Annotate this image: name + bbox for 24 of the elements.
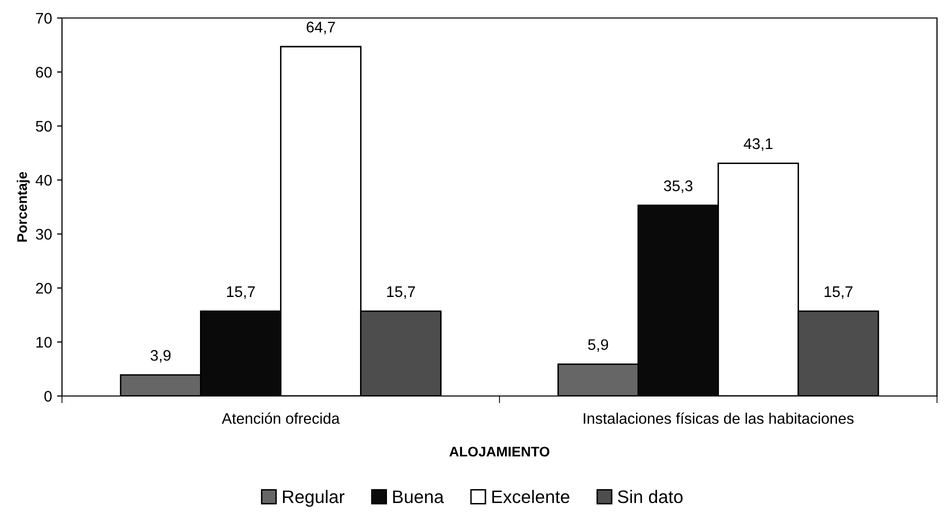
y-tick-label: 30 — [36, 228, 52, 240]
legend-label: Excelente — [492, 490, 570, 504]
data-label: 64,7 — [306, 22, 335, 34]
data-label: 15,7 — [227, 286, 255, 299]
x-tick-label: Instalaciones físicas de las habitaciones — [584, 412, 854, 424]
data-label: 43,1 — [744, 138, 772, 151]
data-label: 35,3 — [664, 180, 692, 194]
y-tick-label: 70 — [36, 12, 52, 24]
data-label: 15,7 — [387, 286, 415, 299]
data-label: 3,9 — [150, 350, 171, 363]
y-axis-title: Porcentaje — [16, 172, 30, 242]
legend-label: Buena — [393, 490, 444, 504]
y-tick-label: 40 — [36, 174, 52, 186]
x-axis-title: ALOJAMIENTO — [449, 446, 550, 457]
legend-label: Sin dato — [618, 490, 683, 504]
x-tick-label: Atención ofrecida — [222, 412, 340, 424]
data-label: 15,7 — [824, 286, 852, 299]
y-tick-label: 10 — [36, 336, 52, 348]
y-tick-label: 50 — [36, 120, 52, 132]
y-tick-label: 60 — [36, 66, 52, 78]
y-tick-label: 20 — [36, 282, 52, 294]
data-label: 5,9 — [588, 339, 608, 352]
legend-label: Regular — [283, 490, 344, 507]
y-tick-label: 0 — [44, 390, 52, 402]
